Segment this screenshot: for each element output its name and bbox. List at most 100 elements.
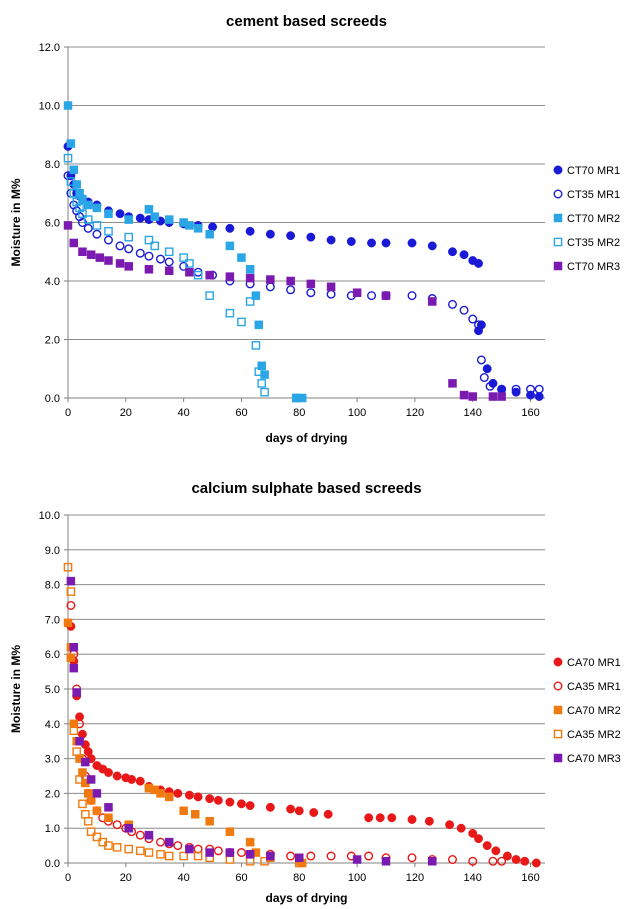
data-point xyxy=(156,837,166,847)
data-point xyxy=(66,653,76,662)
data-point xyxy=(115,209,125,219)
data-point xyxy=(364,813,374,823)
data-point xyxy=(407,291,417,301)
data-point xyxy=(75,736,84,746)
data-point xyxy=(185,267,194,277)
data-point xyxy=(286,804,296,814)
data-point xyxy=(520,856,530,866)
data-point xyxy=(511,855,521,864)
data-point xyxy=(381,238,391,248)
data-point xyxy=(476,355,486,365)
x-axis-label: days of drying xyxy=(265,431,347,445)
data-point xyxy=(66,139,76,148)
data-point xyxy=(127,775,137,784)
data-point xyxy=(63,221,73,230)
data-point xyxy=(428,297,437,306)
data-point xyxy=(286,231,296,241)
data-point xyxy=(265,802,275,812)
data-point xyxy=(66,177,76,186)
data-point xyxy=(124,244,134,254)
data-point xyxy=(257,361,266,371)
data-point xyxy=(164,792,174,802)
data-point xyxy=(364,851,374,861)
x-tick-label: 80 xyxy=(293,407,305,419)
data-point xyxy=(156,850,165,859)
legend-marker xyxy=(553,213,563,223)
data-point xyxy=(326,851,336,861)
data-point xyxy=(150,212,159,221)
data-point xyxy=(225,272,235,281)
cement-chart: cement based screeds 0.0 2.0 4.0 6.0 8.0 10.0 1… xyxy=(9,13,620,445)
data-point xyxy=(456,823,466,833)
data-point xyxy=(352,288,362,297)
y-tick-label: 7.0 xyxy=(45,614,60,626)
data-point xyxy=(381,291,391,300)
data-point xyxy=(66,600,76,610)
data-point xyxy=(309,808,319,817)
data-point xyxy=(326,282,336,292)
data-point xyxy=(387,813,397,823)
data-point xyxy=(179,806,188,816)
data-point xyxy=(75,203,84,213)
data-point xyxy=(92,806,102,816)
data-point xyxy=(447,299,457,309)
data-point xyxy=(95,253,105,262)
data-point xyxy=(375,813,385,823)
data-point xyxy=(213,795,223,805)
data-point xyxy=(173,788,183,798)
data-point xyxy=(63,562,73,572)
data-point xyxy=(63,171,73,181)
legend-marker xyxy=(553,753,563,763)
data-point xyxy=(225,241,235,251)
data-point xyxy=(260,387,269,397)
legend-entry: CT70 MR2 xyxy=(567,213,620,225)
legend-entry: CT70 MR3 xyxy=(567,261,620,273)
data-point xyxy=(69,238,79,248)
data-point xyxy=(164,851,174,861)
data-point xyxy=(185,221,194,230)
data-point xyxy=(205,816,214,826)
data-point xyxy=(83,200,93,210)
data-point xyxy=(225,848,235,857)
data-point xyxy=(245,801,255,811)
data-point xyxy=(265,282,275,292)
data-point xyxy=(86,796,96,805)
data-point xyxy=(367,238,376,248)
data-point xyxy=(245,226,255,236)
y-tick-label: 10.0 xyxy=(39,101,60,113)
data-point xyxy=(208,222,217,232)
data-point xyxy=(491,846,501,856)
data-point xyxy=(81,809,90,819)
data-point xyxy=(323,809,333,819)
data-point xyxy=(144,830,154,840)
data-point xyxy=(254,320,264,330)
x-tick-label: 140 xyxy=(464,407,482,419)
data-point xyxy=(213,846,223,856)
data-point xyxy=(72,197,81,207)
data-point xyxy=(156,789,165,798)
data-point xyxy=(72,747,81,756)
data-point xyxy=(511,387,521,397)
data-point xyxy=(135,776,145,786)
data-point xyxy=(92,203,102,213)
data-point xyxy=(381,857,391,866)
series-0 xyxy=(63,142,544,401)
data-point xyxy=(225,308,235,318)
series-2 xyxy=(63,618,307,868)
y-tick-label: 9.0 xyxy=(45,545,60,557)
data-point xyxy=(459,250,469,260)
y-tick-label: 2.0 xyxy=(45,335,60,347)
y-tick-label: 4.0 xyxy=(45,276,60,288)
data-point xyxy=(83,816,93,826)
legend-marker xyxy=(553,657,563,667)
data-point xyxy=(144,848,154,857)
cement-chart-svg: cement based screeds 0.0 2.0 4.0 6.0 8.0 10.0 1… xyxy=(9,13,620,445)
legend-marker xyxy=(553,261,563,271)
y-axis-label: Moisture in M% xyxy=(9,178,23,266)
x-tick-label: 160 xyxy=(521,407,539,419)
data-point xyxy=(78,799,87,809)
data-point xyxy=(488,856,498,866)
data-point xyxy=(179,253,188,262)
data-point xyxy=(193,270,203,280)
data-point xyxy=(104,209,113,218)
